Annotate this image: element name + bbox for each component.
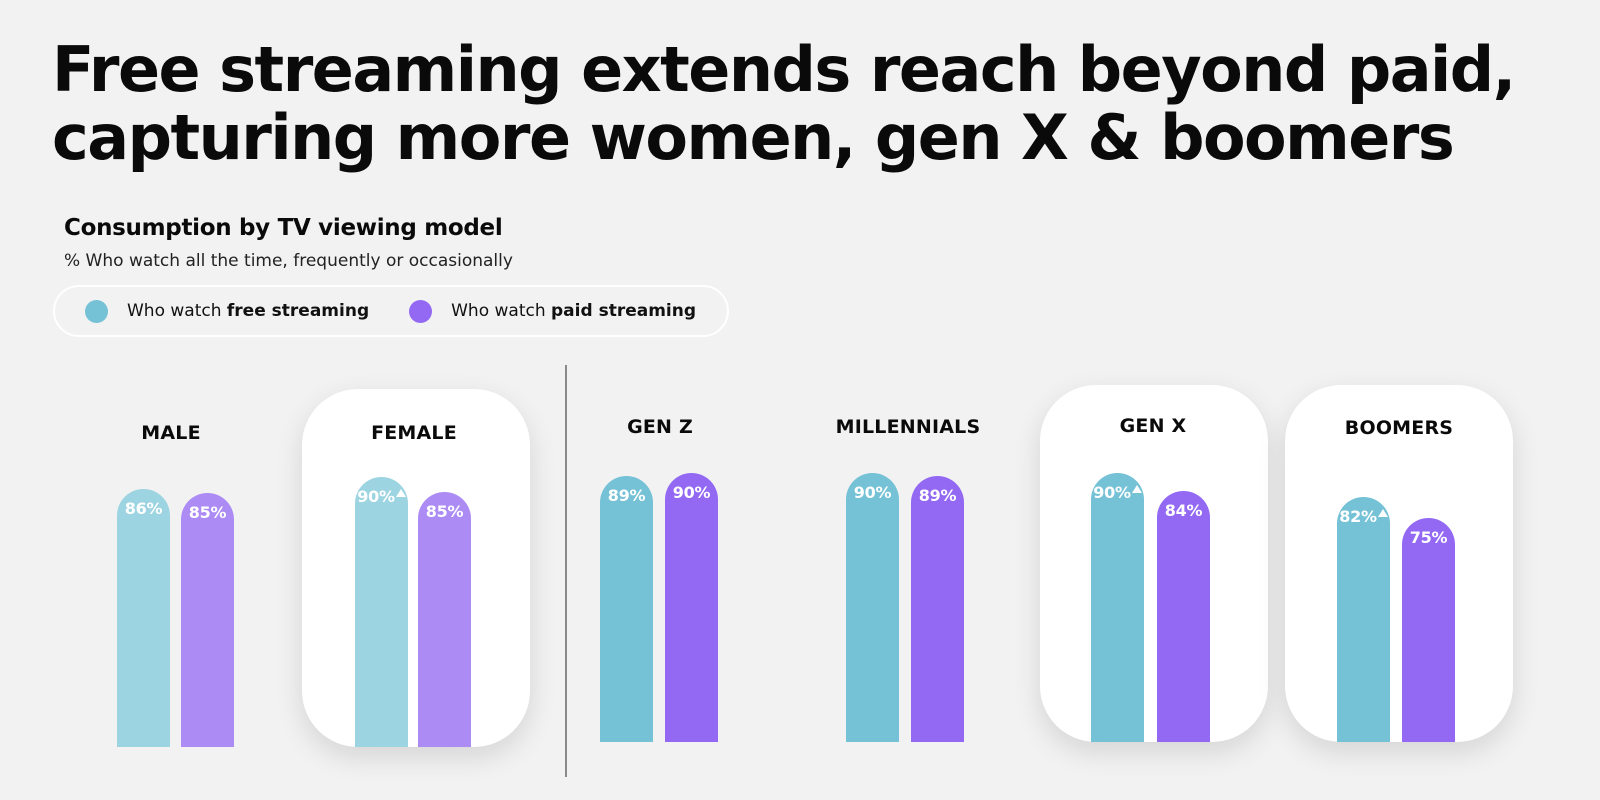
highlight-card-female [302,389,530,747]
legend-item-free: Who watch free streaming [85,299,370,323]
bar-value: 90% [672,483,711,502]
bar-boomers-free: 82% [1337,497,1390,742]
bar-value: 85% [425,502,464,521]
highlight-card-boomers [1285,385,1513,742]
page-title: Free streaming extends reach beyond paid… [52,33,1516,174]
legend-free-prefix: Who watch [127,301,227,321]
bar-female-free: 90% [355,477,408,747]
up-triangle-icon [1377,509,1388,517]
bar-millennials-free: 90% [846,473,899,742]
legend-free-bold: free streaming [226,301,370,321]
bar-value-with-marker: 90% [1091,483,1144,502]
bar-value: 89% [918,486,957,505]
bar-male-paid: 85% [181,493,234,747]
legend-paid-prefix: Who watch [451,301,552,321]
free-streaming-dot-icon [85,299,108,323]
bar-boomers-paid: 75% [1402,518,1455,742]
bar-value: 90% [357,487,395,506]
chart-legend: Who watch free streaming Who watch paid … [53,285,729,337]
bar-value: 85% [188,503,227,522]
highlight-card-genx [1040,385,1268,742]
bar-genx-free: 90% [1091,473,1144,742]
bar-value: 75% [1409,528,1448,547]
bar-value: 90% [1093,483,1131,502]
group-divider [565,365,567,777]
bar-genx-paid: 84% [1157,491,1210,742]
group-label-boomers: BOOMERS [1344,417,1454,439]
bar-millennials-paid: 89% [911,476,964,742]
bar-value: 90% [853,483,892,502]
legend-item-paid: Who watch paid streaming [409,299,697,323]
bar-value: 86% [124,499,163,518]
bar-male-free: 86% [117,489,170,747]
paid-streaming-dot-icon [409,299,433,323]
chart-title: Consumption by TV viewing model [64,215,503,241]
chart-subtitle: % Who watch all the time, frequently or … [64,251,513,271]
legend-paid-bold: paid streaming [551,301,697,321]
up-triangle-icon [395,489,406,497]
bar-value: 84% [1164,501,1203,520]
bar-genz-free: 89% [600,476,653,742]
bar-genz-paid: 90% [665,473,718,742]
bar-value-with-marker: 82% [1337,507,1390,526]
bar-value: 89% [607,486,646,505]
group-label-male: MALE [141,422,201,444]
group-label-genx: GEN X [1119,415,1187,437]
bar-value: 82% [1339,507,1377,526]
bar-female-paid: 85% [418,492,471,747]
group-label-genz: GEN Z [627,416,693,438]
bar-value-with-marker: 90% [355,487,408,506]
group-label-millennials: MILLENNIALS [835,416,981,438]
up-triangle-icon [1131,485,1142,493]
group-label-female: FEMALE [371,422,457,444]
